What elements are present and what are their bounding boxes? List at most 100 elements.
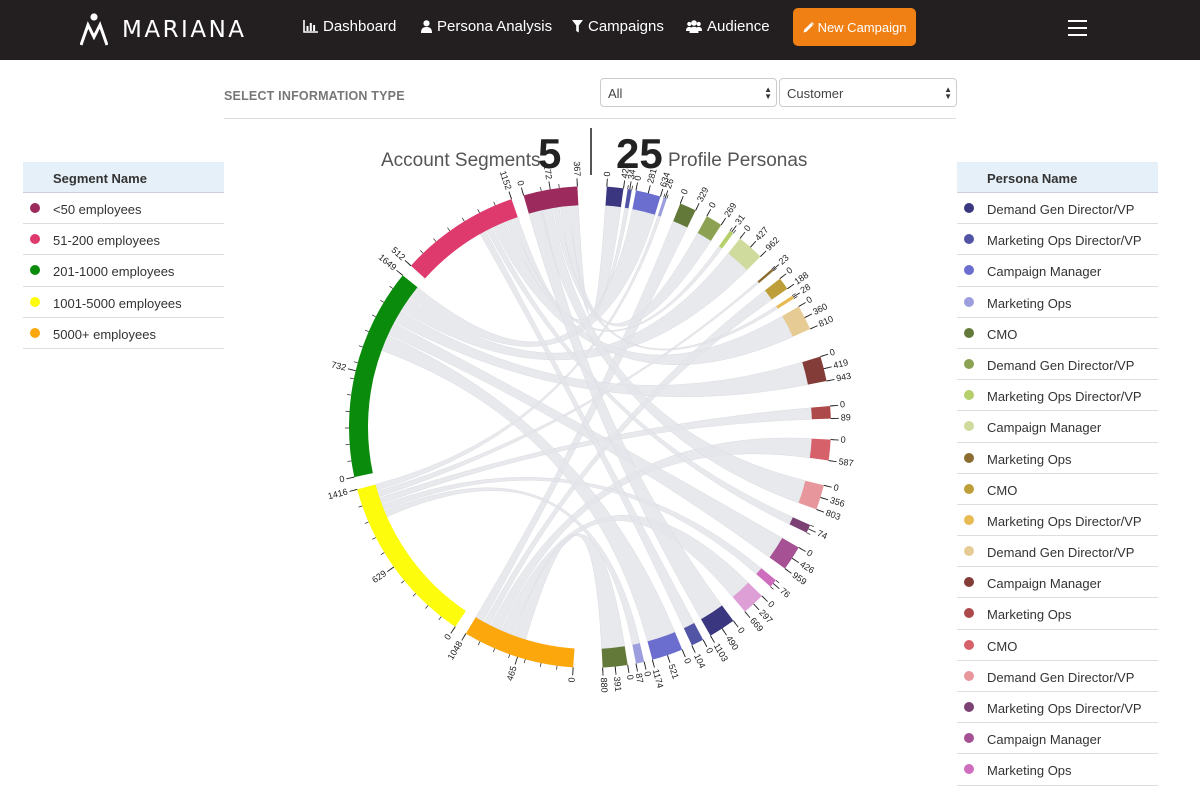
persona-group[interactable]: 76	[756, 568, 792, 600]
persona-group-arc[interactable]	[798, 480, 824, 510]
persona-group[interactable]: 23	[757, 253, 791, 284]
legend-item[interactable]: Campaign Manager	[957, 723, 1158, 755]
tick-label: 0	[707, 200, 718, 209]
legend-item[interactable]: 51-200 employees	[23, 224, 224, 256]
persona-group-arc[interactable]	[673, 203, 696, 228]
persona-group[interactable]: 0 424	[602, 163, 631, 208]
legend-item[interactable]: Marketing Ops Director/VP	[957, 224, 1158, 256]
nav-campaigns[interactable]: Campaigns	[572, 18, 664, 35]
legend-item[interactable]: Marketing Ops Director/VP	[957, 380, 1158, 412]
persona-group-arc[interactable]	[632, 190, 661, 215]
nav-audience[interactable]: Audience	[686, 18, 770, 35]
legend-item[interactable]: 1001-5000 employees	[23, 287, 224, 318]
persona-group-arc[interactable]	[697, 216, 722, 241]
chord-ribbon[interactable]	[479, 230, 695, 629]
persona-group-arc[interactable]	[632, 643, 645, 664]
legend-item[interactable]: Marketing Ops Director/VP	[957, 692, 1158, 724]
chord-ribbon[interactable]	[381, 477, 762, 575]
brand-logo[interactable]: MARIANA	[80, 12, 247, 48]
nav-dashboard[interactable]: Dashboard	[303, 18, 396, 35]
legend-color-dot	[30, 234, 40, 245]
segment-group-arc[interactable]	[349, 275, 418, 478]
information-scope-select[interactable]: All ▲ ▼	[600, 78, 777, 107]
new-campaign-button[interactable]: New Campaign	[793, 8, 916, 46]
persona-group[interactable]: 087	[632, 643, 653, 684]
legend-item[interactable]: Demand Gen Director/VP	[957, 536, 1158, 568]
legend-item[interactable]: Marketing Ops	[957, 754, 1158, 786]
persona-legend-header: Persona Name	[957, 162, 1158, 193]
persona-group-arc[interactable]	[769, 538, 799, 569]
chord-ribbon[interactable]	[560, 205, 712, 327]
legend-item[interactable]: Campaign Manager	[957, 255, 1158, 287]
legend-item[interactable]: CMO	[957, 630, 1158, 661]
legend-item[interactable]: Marketing Ops Director/VP	[957, 505, 1158, 537]
persona-group-arc[interactable]	[809, 438, 831, 461]
persona-group-arc[interactable]	[757, 268, 774, 284]
persona-group[interactable]: 0 281 634	[632, 168, 672, 215]
legend-item[interactable]: Demand Gen Director/VP	[957, 661, 1158, 692]
menu-toggle-icon[interactable]	[1068, 20, 1087, 36]
persona-group-arc[interactable]	[764, 278, 788, 300]
persona-group-arc[interactable]	[728, 238, 761, 271]
information-type-select[interactable]: Customer ▲ ▼	[779, 78, 957, 107]
persona-group-arc[interactable]	[605, 186, 624, 208]
legend-item[interactable]: Marketing Ops	[957, 598, 1158, 630]
major-tick-mark	[695, 203, 700, 211]
legend-item[interactable]: CMO	[957, 318, 1158, 349]
persona-group[interactable]: 74	[789, 517, 829, 541]
persona-group[interactable]: 0 587	[809, 435, 854, 469]
legend-item[interactable]: Campaign Manager	[957, 567, 1158, 599]
legend-item[interactable]: <50 employees	[23, 193, 224, 225]
nav-persona-analysis[interactable]: Persona Analysis	[421, 18, 552, 35]
persona-group-arc[interactable]	[732, 582, 762, 612]
segment-group-arc[interactable]	[410, 199, 518, 279]
chord-ribbon[interactable]	[528, 209, 723, 620]
persona-group-arc[interactable]	[647, 632, 683, 660]
segment-legend: Segment Name <50 employees 51-200 employe…	[23, 162, 224, 349]
segment-group-arc[interactable]	[523, 186, 579, 214]
segment-group-arc[interactable]	[465, 617, 575, 668]
persona-group[interactable]: 0 329	[673, 185, 711, 228]
segment-group[interactable]: 0 172 367	[515, 161, 582, 214]
persona-group[interactable]: 089	[811, 399, 851, 423]
persona-group-arc[interactable]	[811, 405, 831, 420]
persona-group-arc[interactable]	[683, 623, 704, 646]
chord-ribbon[interactable]	[379, 407, 813, 505]
major-tick-mark	[679, 195, 684, 204]
legend-item[interactable]: CMO	[957, 474, 1158, 505]
legend-item[interactable]: Demand Gen Director/VP	[957, 349, 1158, 381]
persona-group-arc[interactable]	[789, 517, 811, 533]
persona-group-arc[interactable]	[776, 295, 794, 309]
persona-group-arc[interactable]	[756, 568, 776, 587]
chord-ribbon[interactable]	[486, 227, 794, 525]
persona-group[interactable]: 28	[776, 282, 812, 309]
legend-item[interactable]: 5000+ employees	[23, 318, 224, 349]
legend-item[interactable]: Campaign Manager	[957, 411, 1158, 443]
chord-ribbon[interactable]	[381, 335, 676, 642]
tick-label: 0	[784, 265, 794, 276]
persona-group-arc[interactable]	[601, 646, 628, 668]
persona-group[interactable]: 26	[657, 177, 676, 217]
segment-group-arc[interactable]	[357, 484, 466, 627]
persona-group[interactable]: 31	[718, 213, 747, 249]
tick-mark	[372, 537, 377, 540]
persona-group-arc[interactable]	[657, 197, 667, 217]
persona-group-arc[interactable]	[718, 230, 734, 249]
persona-group[interactable]: 34	[624, 169, 638, 209]
tick-mark	[556, 665, 558, 670]
tick-mark	[477, 209, 480, 213]
legend-item[interactable]: Marketing Ops	[957, 287, 1158, 318]
persona-group-arc[interactable]	[802, 356, 827, 385]
persona-group-arc[interactable]	[782, 306, 811, 337]
major-tick-mark	[760, 250, 767, 257]
legend-item[interactable]: 201-1000 employees	[23, 255, 224, 287]
persona-group-arc[interactable]	[701, 605, 734, 636]
legend-item[interactable]: Demand Gen Director/VP	[957, 193, 1158, 225]
legend-item[interactable]: Marketing Ops	[957, 443, 1158, 474]
persona-group-arc[interactable]	[624, 188, 632, 209]
